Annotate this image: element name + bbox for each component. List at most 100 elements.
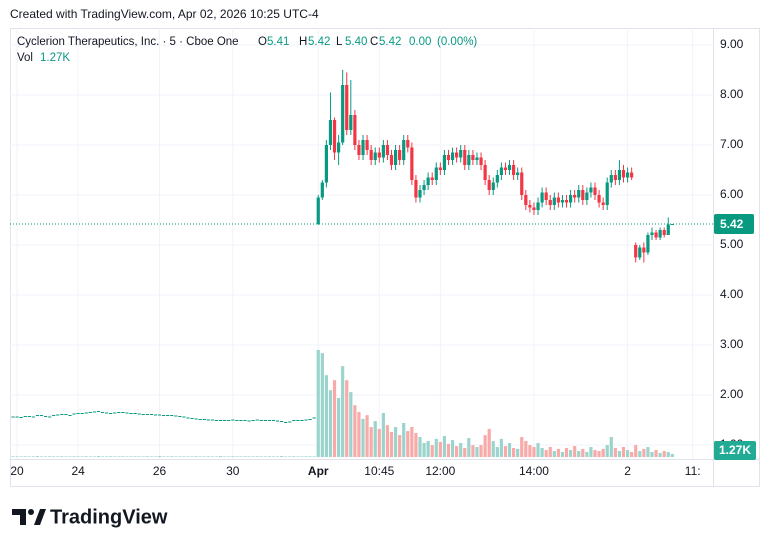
candle-body [617, 170, 622, 180]
volume-bar [178, 456, 182, 457]
volume-bar [357, 412, 361, 457]
candle-body [666, 224, 670, 235]
volume-bar [495, 447, 499, 457]
candle-body [186, 417, 190, 419]
candle-body [507, 165, 512, 170]
volume-bar [324, 375, 328, 457]
volume-bar [218, 456, 223, 457]
candle-body [178, 416, 182, 417]
volume-bar [658, 452, 662, 457]
volume-bar [300, 456, 304, 457]
candle-body [320, 182, 324, 198]
candle-body [544, 192, 548, 200]
candle-body [491, 182, 495, 190]
volume-bar [528, 445, 532, 457]
volume-bar [589, 447, 593, 457]
volume-bar [581, 448, 585, 457]
candle-body [170, 415, 174, 416]
volume-bar [642, 448, 646, 457]
candle-body [166, 415, 170, 416]
candle-body [577, 190, 581, 198]
volume-bar [345, 380, 349, 457]
y-tick-label: 9.00 [720, 37, 744, 51]
volume-bar [503, 446, 508, 457]
volume-bar [479, 445, 483, 457]
ohlc-legend: O 5.41 H 5.42 L 5.40 C 5.42 0.00 (0.00%) [258, 36, 477, 48]
volume-bar [31, 456, 35, 457]
volume-bar [328, 390, 333, 457]
candle-body [161, 415, 166, 416]
volume-bar [235, 456, 239, 457]
candle-body [324, 145, 328, 183]
candle-body [202, 419, 206, 420]
candle-body [288, 421, 292, 423]
volume-bar [312, 456, 316, 457]
candle-body [650, 232, 654, 235]
candle-body [153, 414, 158, 416]
candle-body [284, 422, 288, 423]
volume-bar [96, 456, 101, 457]
candle-body [499, 167, 503, 175]
volume-bar [532, 447, 536, 457]
volume-bar [638, 451, 642, 457]
y-tick-label: 6.00 [720, 187, 744, 201]
volume-bar [597, 451, 601, 457]
volume-bar [186, 456, 190, 457]
candle-body [422, 185, 426, 190]
volume-bar [223, 456, 227, 457]
candle-body [15, 416, 19, 418]
volume-bar [446, 443, 451, 457]
candle-body [84, 412, 88, 414]
volume-bar [540, 447, 544, 457]
volume-bar [520, 437, 524, 457]
candle-body [332, 120, 337, 153]
volume-bar [564, 447, 569, 457]
candle-body [267, 420, 272, 421]
candle-body [182, 416, 186, 418]
volume-bar [524, 441, 528, 457]
volume-bar [11, 456, 15, 457]
volume-bar [157, 456, 162, 457]
volume-bar [499, 438, 503, 457]
volume-bar [406, 431, 410, 457]
volume-bar [459, 442, 463, 457]
volume-bar [560, 452, 565, 457]
candle-body [243, 420, 247, 421]
candle-body [609, 175, 613, 183]
volume-bar [467, 437, 471, 457]
candle-body [487, 180, 491, 190]
volume-bar [381, 413, 385, 457]
volume-bar [483, 435, 487, 457]
candle-body [357, 145, 361, 155]
candle-body [275, 420, 280, 422]
volume-bar [117, 456, 121, 457]
volume-bar [650, 452, 654, 457]
volume-bar [48, 456, 52, 457]
candle-body [328, 120, 333, 145]
volume-bar [210, 456, 215, 457]
volume-bar [369, 427, 373, 457]
last-volume-badge [714, 441, 756, 460]
volume-bar [609, 437, 613, 457]
volume-bar [332, 380, 337, 457]
candle-body [27, 416, 31, 417]
candle-body [312, 417, 316, 419]
candle-body [495, 175, 499, 183]
volume-bar [634, 445, 638, 457]
candle-body [638, 247, 642, 258]
volume-bar [194, 456, 198, 457]
y-tick-label: 8.00 [720, 87, 744, 101]
candle-body [540, 192, 544, 203]
candle-body [121, 412, 125, 413]
volume-bar [613, 447, 617, 457]
volume-bar [666, 452, 670, 457]
volume-bar [92, 456, 96, 457]
volume-bar [251, 456, 255, 457]
volume-bar [548, 447, 552, 457]
x-tick-label: 11: [685, 464, 701, 478]
volume-bar [243, 456, 247, 457]
candle-body [345, 85, 349, 130]
legend-key: C [370, 36, 378, 48]
volume-bar [100, 456, 105, 457]
candle-body [463, 150, 467, 165]
